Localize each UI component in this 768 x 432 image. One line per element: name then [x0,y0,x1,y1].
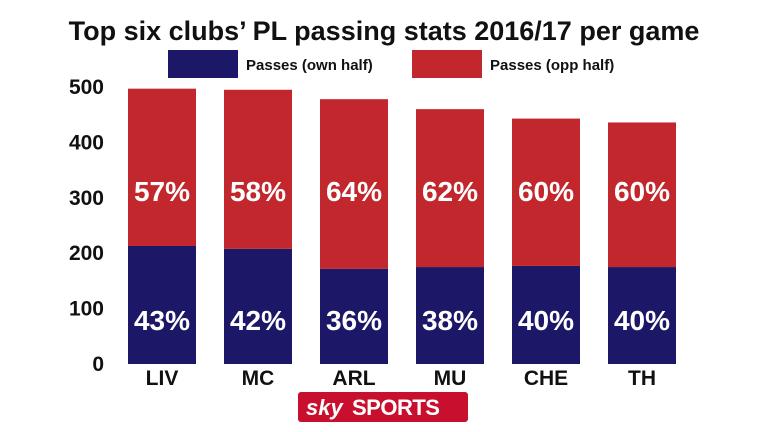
bar-opp-half-mu [416,109,484,268]
y-axis: 0 100 200 300 400 500 [69,76,104,376]
logo-background [298,392,468,422]
data-label-opp-half: 60% [614,176,670,207]
sky-sports-logo: sky SPORTS [298,392,468,422]
bar-opp-half-mc [224,89,292,249]
data-label-opp-half: 58% [230,176,286,207]
data-label-own-half: 40% [518,305,574,336]
y-tick-label: 400 [69,131,104,154]
y-tick-label: 100 [69,298,104,321]
data-label-own-half: 40% [614,305,670,336]
bar-own-half-mu [416,267,484,364]
legend-swatch-opp-half [412,50,482,78]
y-tick-label: 300 [69,187,104,210]
x-axis: LIV MC ARL MU CHE TH [146,367,656,390]
legend-swatch-own-half [168,50,238,78]
y-tick-label: 200 [69,242,104,265]
x-category-label: CHE [524,367,568,390]
data-label-own-half: 42% [230,305,286,336]
bar-opp-half-arl [320,99,388,269]
data-label-opp-half: 57% [134,176,190,207]
x-category-label: ARL [332,367,375,390]
logo-text-sports: SPORTS [352,395,439,420]
data-label-opp-half: 60% [518,176,574,207]
bar-own-half-mc [224,248,292,364]
bar-opp-half-th [608,122,676,268]
data-label-own-half: 43% [134,305,190,336]
data-label-own-half: 38% [422,305,478,336]
legend-label-own-half: Passes (own half) [246,57,373,74]
data-label-own-half: 36% [326,305,382,336]
bars: 43% 57% 42% 58% 36% 64% 38% 62% 40% 60% 40% 60% [128,88,676,364]
legend-label-opp-half: Passes (opp half) [490,57,614,74]
logo-text-sky: sky [306,395,344,420]
x-category-label: TH [628,367,656,390]
x-category-label: LIV [146,367,179,390]
bar-opp-half-che [512,118,580,266]
x-category-label: MU [434,367,467,390]
chart-title: Top six clubs’ PL passing stats 2016/17 … [69,16,700,46]
bar-own-half-th [608,267,676,364]
bar-own-half-arl [320,268,388,364]
legend: Passes (own half) Passes (opp half) [168,50,614,78]
y-tick-label: 500 [69,76,104,99]
data-label-opp-half: 62% [422,176,478,207]
bar-own-half-liv [128,245,196,364]
bar-own-half-che [512,265,580,364]
bar-opp-half-liv [128,88,196,246]
data-label-opp-half: 64% [326,176,382,207]
x-category-label: MC [242,367,275,390]
y-tick-label: 0 [92,353,104,376]
